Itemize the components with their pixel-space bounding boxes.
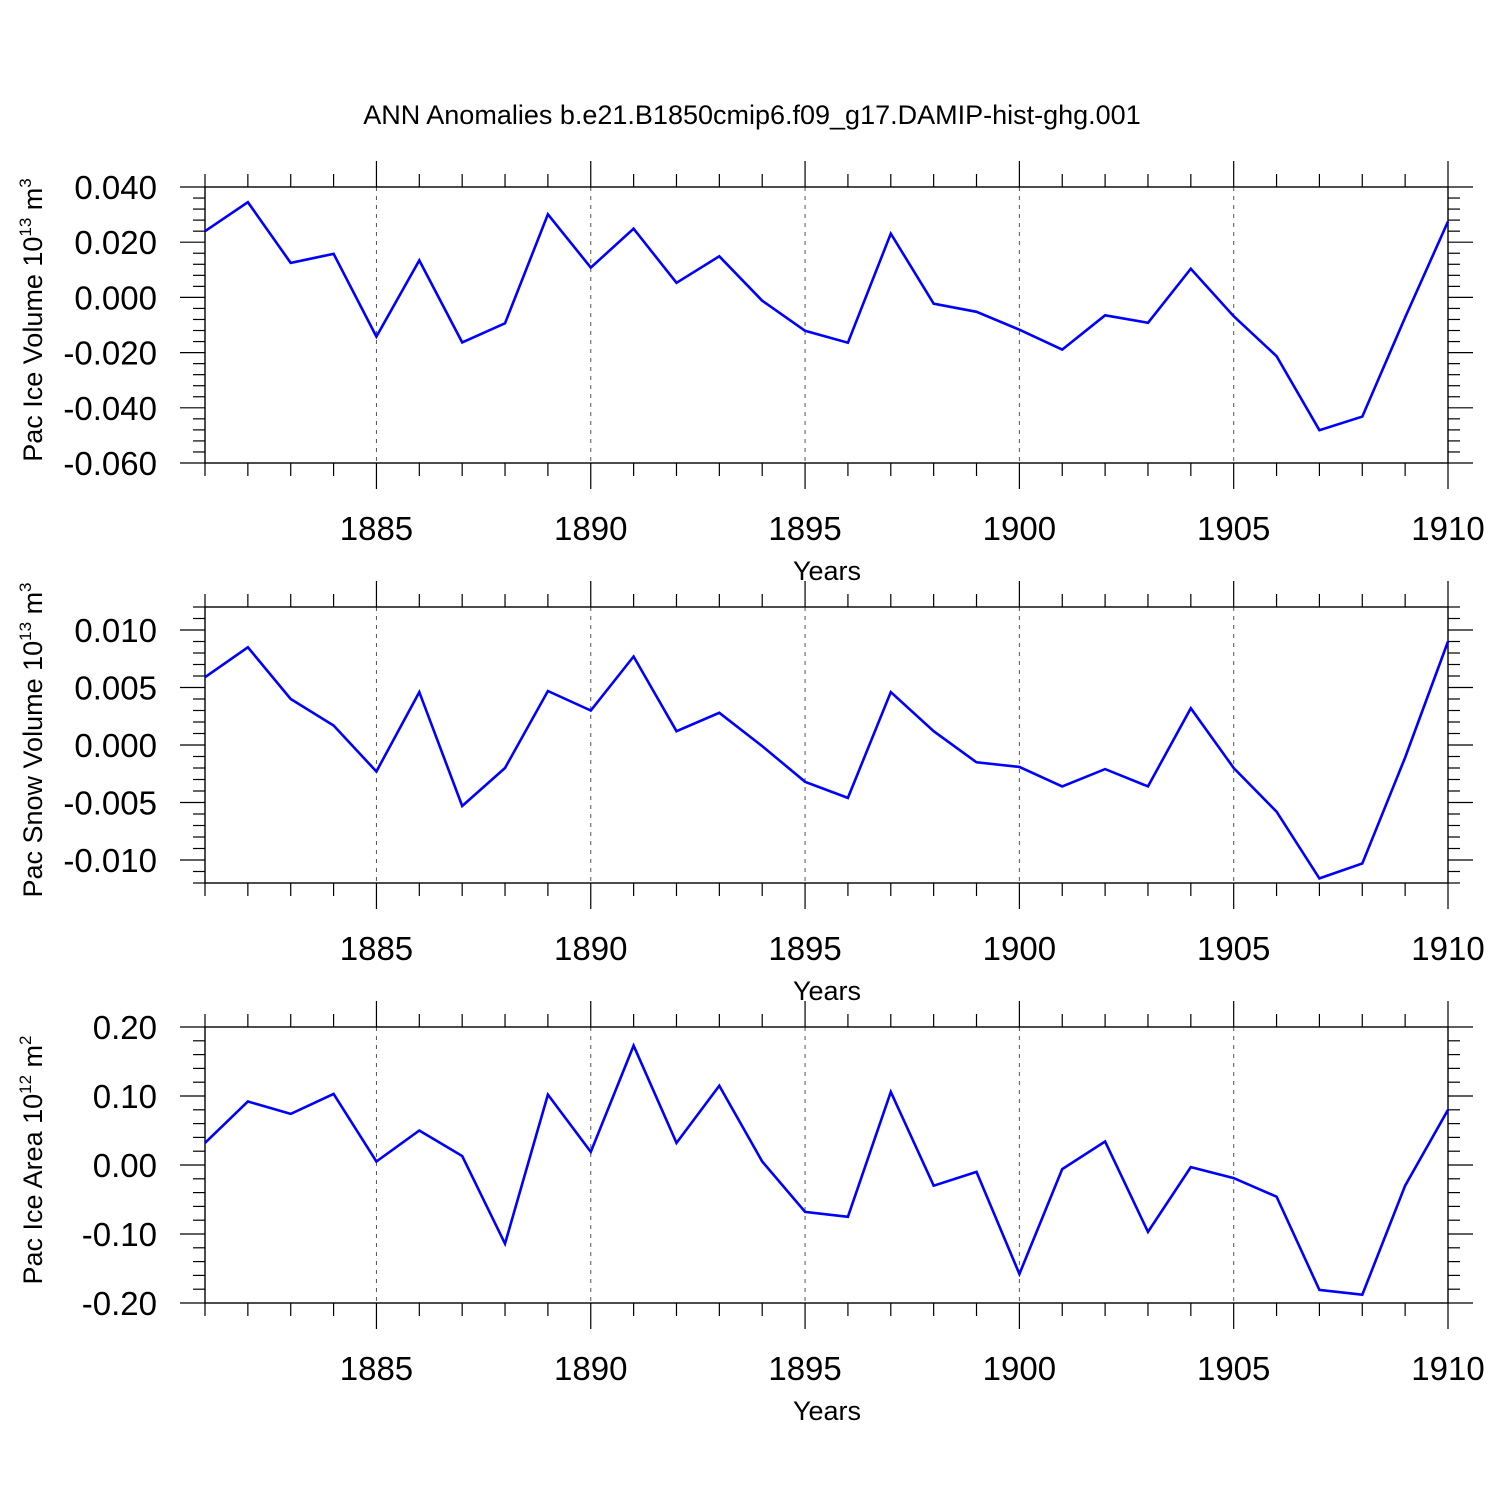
plot-frame bbox=[204, 1026, 1449, 1304]
y-tick-label: -0.020 bbox=[63, 335, 157, 372]
y-tick-label: 0.040 bbox=[74, 169, 157, 206]
y-tick-label: -0.060 bbox=[63, 445, 157, 482]
x-tick-label: 1905 bbox=[1197, 510, 1270, 547]
x-tick-label: 1910 bbox=[1411, 510, 1484, 547]
series-line bbox=[204, 1042, 1450, 1297]
series-line bbox=[204, 641, 1450, 880]
x-tick-label: 1910 bbox=[1411, 1350, 1484, 1387]
y-tick-label: 0.005 bbox=[74, 670, 157, 707]
x-tick-label: 1890 bbox=[554, 510, 627, 547]
y-tick-label: -0.10 bbox=[82, 1216, 157, 1253]
x-tick-label: 1900 bbox=[983, 510, 1056, 547]
chart-panels: 0.040 0.020 0.000 -0.020 -0.040 -0.060 1885 189… bbox=[16, 161, 1485, 1426]
y-tick-label: 0.010 bbox=[74, 612, 157, 649]
y-tick-label: -0.20 bbox=[82, 1285, 157, 1322]
x-tick-label: 1885 bbox=[340, 510, 413, 547]
x-tick-label: 1910 bbox=[1411, 930, 1484, 967]
panel-2: 0.010 0.005 0.000 -0.005 -0.010 1885 1890 1895 1… bbox=[16, 581, 1485, 1006]
y-axis-label: Pac Snow Volume 1013 m3 bbox=[16, 582, 48, 897]
x-tick-label: 1895 bbox=[768, 1350, 841, 1387]
x-tick-label: 1890 bbox=[554, 930, 627, 967]
panel-1: 0.040 0.020 0.000 -0.020 -0.040 -0.060 1885 189… bbox=[16, 161, 1485, 586]
plot-frame bbox=[204, 186, 1449, 464]
x-tick-label: 1885 bbox=[340, 1350, 413, 1387]
y-axis-label: Pac Ice Area 1012 m2 bbox=[16, 1035, 48, 1284]
y-tick-label: -0.005 bbox=[63, 785, 157, 822]
x-tick-label: 1890 bbox=[554, 1350, 627, 1387]
y-tick-label: 0.000 bbox=[74, 279, 157, 316]
y-tick-label: 0.00 bbox=[93, 1147, 157, 1184]
y-tick-label: -0.040 bbox=[63, 390, 157, 427]
y-tick-label: -0.010 bbox=[63, 842, 157, 879]
y-axis-label: Pac Ice Volume 1013 m3 bbox=[16, 178, 48, 462]
x-axis-label: Years bbox=[793, 1396, 861, 1426]
y-tick-label: 0.020 bbox=[74, 224, 157, 261]
x-tick-label: 1895 bbox=[768, 510, 841, 547]
series-line bbox=[204, 200, 1450, 432]
panel-3: 0.20 0.10 0.00 -0.10 -0.20 1885 1890 1895 1900 19… bbox=[16, 1001, 1485, 1426]
figure-title: ANN Anomalies b.e21.B1850cmip6.f09_g17.D… bbox=[363, 100, 1140, 130]
x-tick-label: 1905 bbox=[1197, 930, 1270, 967]
y-tick-label: 0.10 bbox=[93, 1078, 157, 1115]
x-axis-label: Years bbox=[793, 976, 861, 1006]
x-axis-label: Years bbox=[793, 556, 861, 586]
x-tick-label: 1900 bbox=[983, 930, 1056, 967]
x-tick-label: 1895 bbox=[768, 930, 841, 967]
x-tick-label: 1885 bbox=[340, 930, 413, 967]
x-tick-label: 1900 bbox=[983, 1350, 1056, 1387]
y-tick-label: 0.20 bbox=[93, 1009, 157, 1046]
x-tick-label: 1905 bbox=[1197, 1350, 1270, 1387]
y-tick-label: 0.000 bbox=[74, 727, 157, 764]
